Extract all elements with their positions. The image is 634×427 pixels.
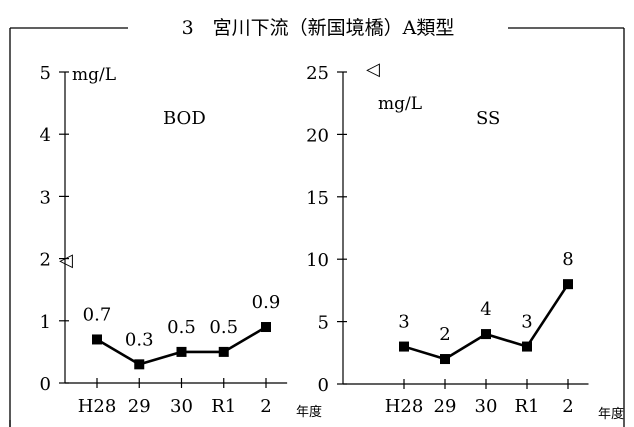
ss-chart: mg/L SS 年度 ◁ 0 5 10 15 20 25 H28 29 30 R1 2 3 2 4 3 8: [306, 59, 624, 422]
bod-x-tick-label: 29: [128, 396, 151, 417]
bod-data-point: [134, 359, 145, 370]
ss-data-label: 3: [521, 312, 532, 333]
ss-x-unit-label: 年度: [598, 406, 624, 422]
ss-data-point: [563, 279, 573, 290]
bod-data-point: [218, 346, 229, 357]
bod-x-unit-label: 年度: [296, 404, 322, 420]
ss-x-tick-label: H28: [385, 396, 424, 417]
bod-chart: mg/L BOD 年度 ◁ 0 1 2 3 4 5 H28 29 30 R1 2 0.7 0.3 0.5 0…: [40, 63, 322, 420]
ss-x-tick-label: 30: [475, 396, 498, 417]
ss-y-tick-label: 15: [306, 188, 329, 209]
bod-x-tick-label: 2: [260, 396, 271, 417]
bod-data-label: 0.5: [209, 317, 238, 338]
bod-y-tick-label: 3: [40, 187, 51, 208]
ss-data-label: 8: [562, 249, 573, 270]
page-title: 3 宮川下流（新国境橋）A類型: [182, 17, 455, 39]
ss-y-tick-label: 5: [318, 313, 329, 334]
ss-chart-title: SS: [476, 108, 500, 129]
ss-data-point: [440, 354, 450, 365]
bod-data-point: [92, 334, 102, 345]
ss-data-point: [399, 341, 409, 352]
ss-y-tick-label: 10: [306, 250, 329, 271]
bod-y-tick-label: 4: [40, 125, 51, 146]
ss-series-line: [403, 283, 570, 361]
ss-x-tick-label: 2: [562, 396, 573, 417]
bod-data-point: [176, 346, 187, 357]
ss-x-tick-label: R1: [514, 396, 539, 417]
ss-y-tick-label: 25: [306, 63, 329, 84]
ss-data-label: 3: [398, 312, 409, 333]
ss-standard-marker: ◁: [366, 59, 380, 80]
bod-data-point: [261, 322, 271, 333]
ss-y-tick-label: 20: [306, 125, 329, 146]
ss-data-point: [481, 329, 491, 340]
ss-y-tick-label: 0: [318, 375, 329, 396]
bod-standard-marker: ◁: [59, 250, 73, 271]
ss-unit-label: mg/L: [378, 94, 422, 114]
bod-data-label: 0.7: [83, 304, 112, 325]
ss-data-label: 2: [439, 324, 450, 345]
bod-data-label: 0.3: [125, 329, 154, 350]
bod-x-tick-label: R1: [211, 396, 236, 417]
bod-y-tick-label: 1: [40, 312, 51, 333]
frame: [9, 27, 625, 427]
bod-data-label: 0.9: [252, 292, 281, 313]
bod-chart-title: BOD: [163, 108, 206, 129]
bod-y-tick-label: 5: [40, 63, 51, 84]
bod-x-tick-label: 30: [170, 396, 193, 417]
ss-data-point: [522, 341, 532, 352]
ss-x-tick-label: 29: [434, 396, 457, 417]
bod-y-tick-label: 2: [40, 250, 51, 271]
bod-x-tick-label: H28: [78, 396, 117, 417]
bod-y-tick-label: 0: [40, 374, 51, 395]
ss-data-label: 4: [480, 299, 491, 320]
bod-unit-label: mg/L: [72, 65, 116, 85]
bod-data-label: 0.5: [167, 317, 196, 338]
